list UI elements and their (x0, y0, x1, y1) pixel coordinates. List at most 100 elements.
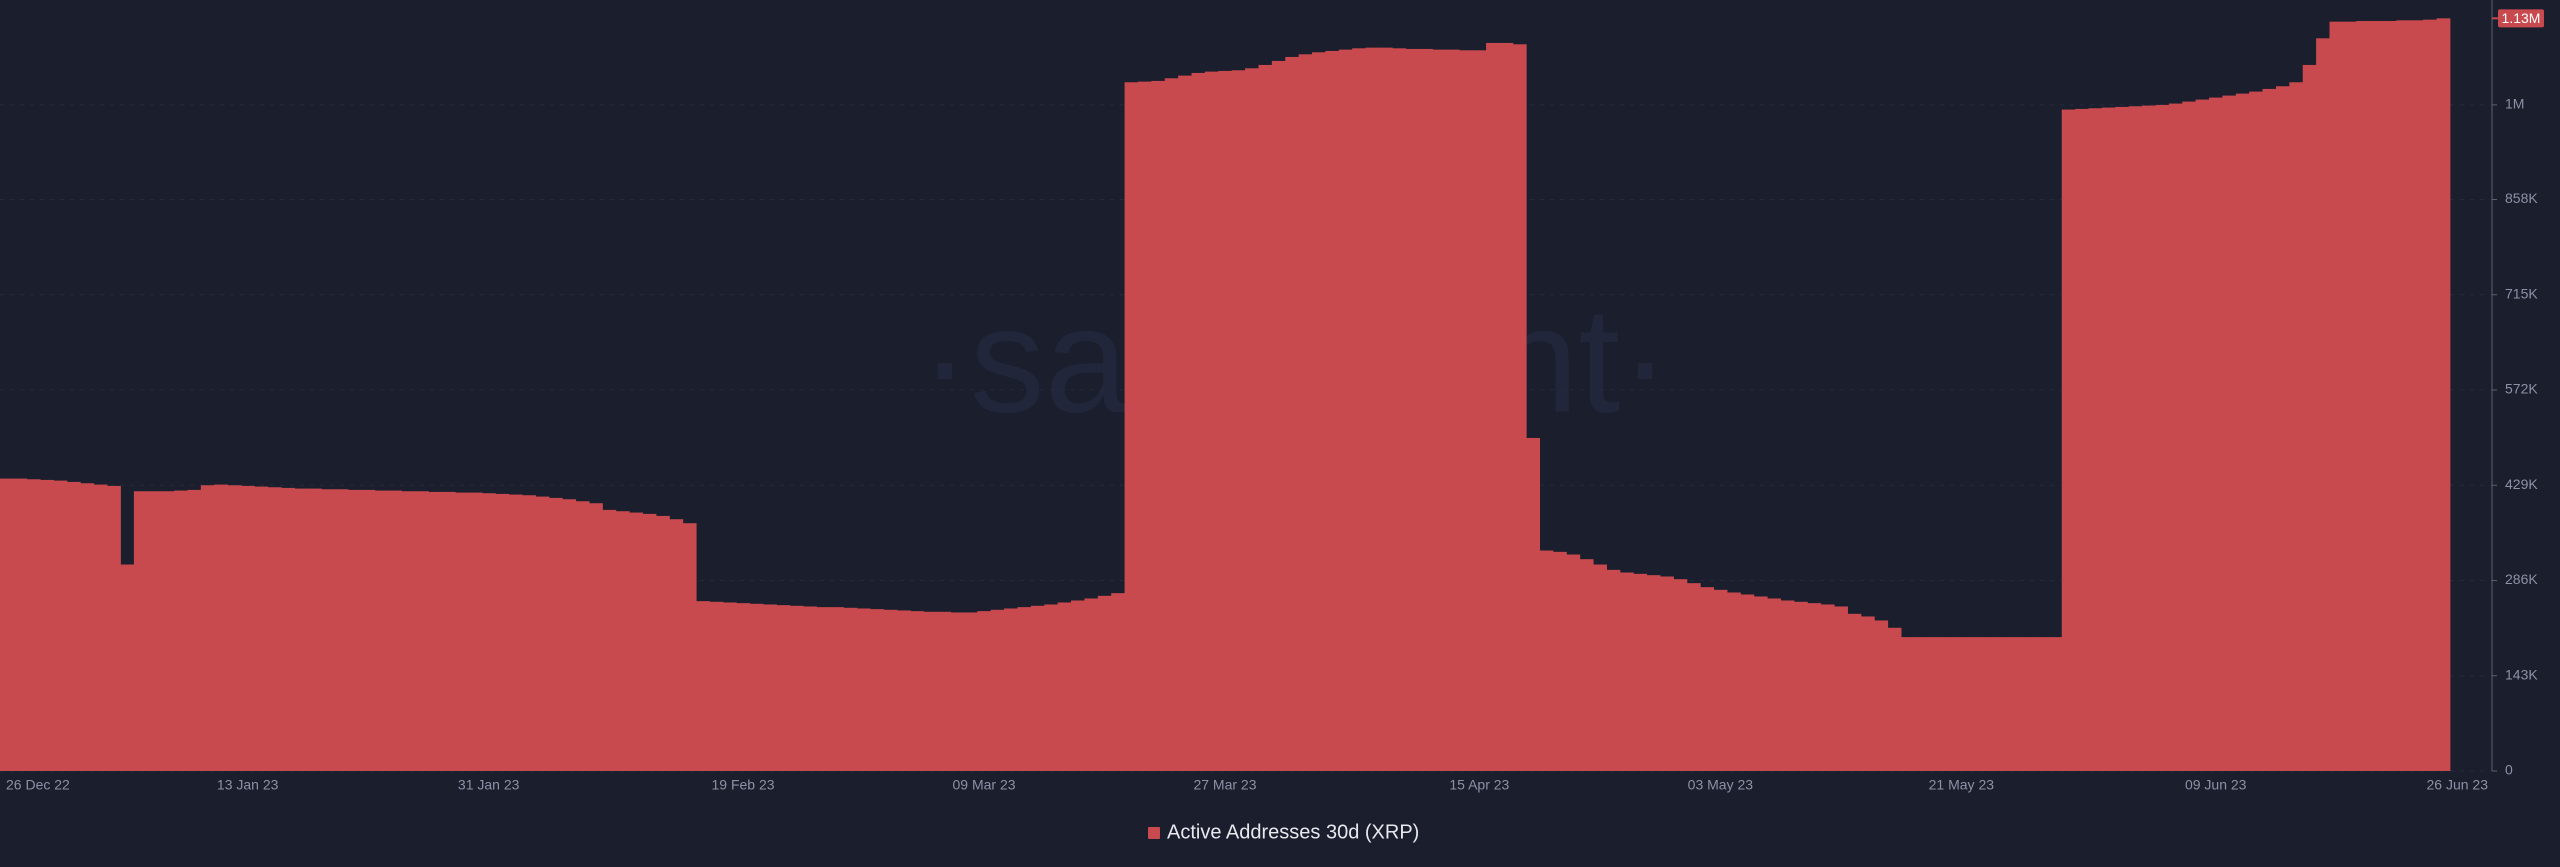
bar (2008, 637, 2022, 771)
bar (2396, 20, 2411, 771)
bar (803, 606, 818, 771)
bar (1968, 637, 1982, 771)
bar (160, 491, 175, 771)
y-tick-label: 715K (2505, 285, 2538, 301)
bar (1271, 60, 1286, 772)
bar (937, 611, 951, 771)
bar (361, 489, 376, 771)
bar (2115, 106, 2130, 771)
bar (254, 486, 269, 771)
legend-swatch (1148, 827, 1160, 839)
bar (830, 607, 844, 771)
bar (575, 501, 590, 771)
bar (1927, 637, 1942, 771)
bar (321, 489, 336, 771)
bar (1512, 44, 1527, 771)
bar (1204, 71, 1219, 771)
bar (1539, 550, 1554, 771)
bar (214, 484, 228, 771)
bar (1325, 50, 1340, 771)
bar (950, 612, 965, 771)
bar (1285, 56, 1300, 772)
bar (187, 489, 202, 771)
y-tick-label: 0 (2505, 762, 2513, 778)
bar (1030, 605, 1045, 771)
bar (2222, 95, 2237, 771)
bar (722, 602, 737, 771)
x-tick-label: 15 Apr 23 (1449, 777, 1509, 793)
bar (1472, 50, 1487, 771)
bar (1847, 613, 1862, 771)
bar (1124, 82, 1139, 771)
bar (508, 494, 523, 771)
bar (495, 493, 510, 771)
bar (642, 513, 657, 771)
bar (2289, 82, 2304, 771)
bar (709, 601, 724, 771)
bar (1767, 598, 1782, 771)
bar (629, 512, 644, 771)
bar (26, 479, 41, 771)
bar (1218, 70, 1233, 771)
bar (1820, 604, 1835, 771)
bar (428, 491, 443, 771)
y-tick-label: 429K (2505, 476, 2538, 492)
bar (1606, 569, 1621, 771)
bar (2195, 99, 2210, 771)
bar (2249, 91, 2263, 771)
bar (2436, 18, 2451, 772)
bar (1352, 48, 1366, 771)
bar (870, 609, 885, 771)
bar (1499, 42, 1514, 771)
bar (1164, 78, 1179, 772)
bar (1793, 601, 1808, 771)
bar (990, 609, 1005, 771)
bar (1017, 607, 1032, 771)
bar (1111, 593, 1125, 771)
bar (1459, 50, 1474, 771)
bar (1486, 42, 1500, 771)
bar (856, 608, 871, 771)
bar (2369, 20, 2384, 772)
bar (1633, 573, 1648, 771)
current-value-badge (2498, 9, 2544, 28)
bar (2275, 86, 2290, 771)
bar (736, 603, 751, 771)
bar (1566, 554, 1581, 771)
bar (2075, 108, 2089, 772)
bar (2182, 101, 2197, 771)
bar (1887, 627, 1902, 771)
bar (589, 503, 603, 771)
bar (1151, 80, 1166, 772)
y-tick-label: 858K (2505, 190, 2538, 206)
bar (776, 605, 791, 771)
bar (401, 491, 416, 771)
bar (1753, 596, 1768, 771)
bar (1646, 575, 1661, 771)
bar (923, 611, 938, 771)
bar (2356, 20, 2371, 772)
bar (348, 489, 362, 771)
x-tick-label: 31 Jan 23 (458, 777, 520, 793)
bar (107, 485, 121, 771)
bar (1392, 48, 1407, 771)
bar (2021, 637, 2036, 771)
bar (1553, 551, 1567, 771)
bar (334, 489, 349, 771)
bar (1686, 583, 1701, 771)
bar (1740, 594, 1755, 771)
bar (2209, 97, 2223, 772)
bar (2142, 105, 2156, 772)
bar (1178, 75, 1192, 771)
x-tick-label: 03 May 23 (1688, 777, 1754, 793)
bar (2061, 109, 2076, 771)
bar (455, 492, 469, 771)
bar (1593, 564, 1607, 771)
bar (240, 485, 255, 771)
bar (602, 509, 617, 771)
bar (2088, 108, 2103, 772)
bar (294, 488, 309, 771)
bar (147, 491, 162, 771)
bar (1084, 598, 1099, 771)
bar (1834, 606, 1848, 771)
